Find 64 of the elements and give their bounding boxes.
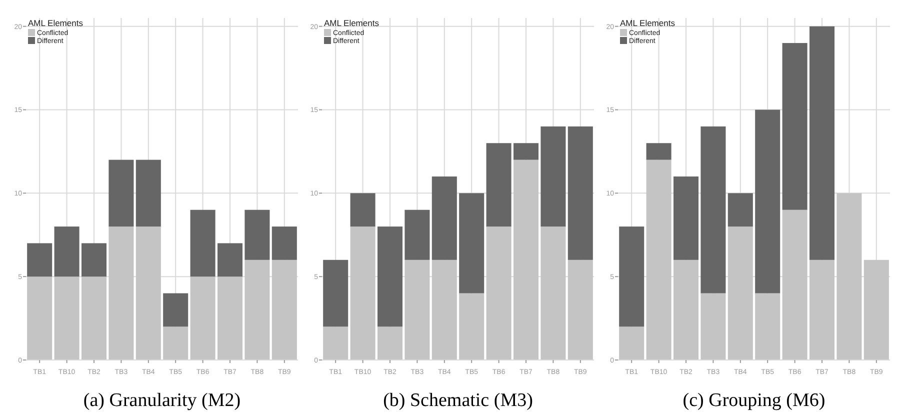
bar (700, 126, 726, 294)
text: (a) Granularity (M2) (83, 390, 241, 411)
bar (486, 226, 512, 360)
bar (486, 143, 512, 227)
bar (244, 210, 270, 260)
bar (809, 26, 835, 260)
bar (190, 276, 216, 360)
bar (163, 293, 188, 327)
bar (163, 326, 188, 360)
bar (755, 110, 780, 294)
bar (782, 43, 808, 210)
bar (728, 226, 753, 360)
bar (459, 293, 484, 360)
text: (c) Grouping (M6) (682, 390, 826, 411)
bar (646, 160, 672, 360)
bar (136, 160, 161, 227)
bar (728, 193, 753, 227)
bar (190, 210, 216, 277)
bar (809, 260, 835, 360)
bar (619, 326, 644, 360)
bar (432, 176, 457, 260)
bar (540, 226, 566, 360)
bar (700, 293, 726, 360)
bar (323, 326, 348, 360)
bar (350, 226, 376, 360)
bar (432, 260, 457, 360)
bar (513, 143, 539, 160)
bar (568, 126, 593, 260)
bar (323, 260, 348, 327)
bar (81, 243, 107, 277)
bar (217, 276, 243, 360)
bar (568, 260, 593, 360)
bar (673, 176, 699, 260)
bar (27, 276, 52, 360)
bar (619, 226, 644, 327)
bar (27, 243, 52, 277)
bar (54, 226, 80, 277)
legend-title: AML Elements (620, 18, 675, 28)
bar (136, 226, 161, 360)
bar (646, 143, 672, 160)
bar (350, 193, 376, 227)
bar (673, 260, 699, 360)
bar (272, 260, 297, 360)
bar (272, 226, 297, 260)
text: (b) Schematic (M3) (383, 390, 533, 411)
bar (513, 160, 539, 360)
bar (459, 193, 484, 294)
bar (540, 126, 566, 227)
bar (836, 193, 862, 360)
bar (377, 326, 403, 360)
bar (377, 226, 403, 327)
bar (54, 276, 80, 360)
bar (217, 243, 243, 277)
bar (864, 260, 889, 360)
bar (244, 260, 270, 360)
bar (404, 260, 430, 360)
legend-title: AML Elements (28, 18, 83, 28)
bar (81, 276, 107, 360)
bar (404, 210, 430, 260)
bar (755, 293, 780, 360)
legend-title: AML Elements (324, 18, 379, 28)
bar (108, 160, 134, 227)
bar (782, 210, 808, 360)
bar (108, 226, 134, 360)
